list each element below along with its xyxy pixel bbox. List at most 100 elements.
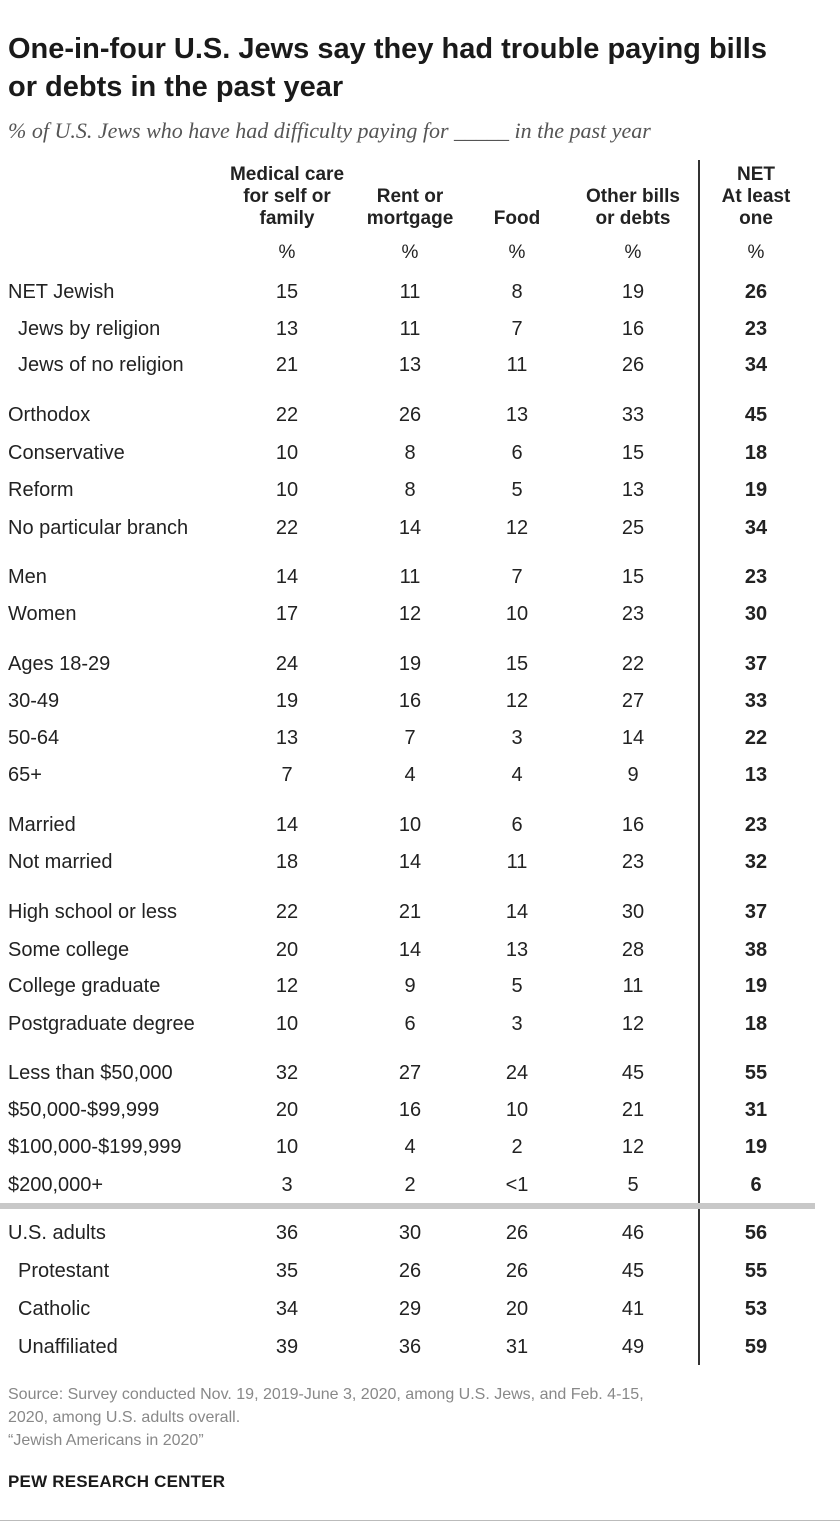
value-cell: 22 [275,901,299,923]
row-label: Less than $50,000 [8,1062,173,1084]
net-column-divider [698,160,700,1365]
source-line-1: Source: Survey conducted Nov. 19, 2019-J… [8,1386,644,1403]
value-cell: 10 [275,1136,299,1158]
value-cell: 26 [398,404,422,426]
value-cell: 26 [398,1260,422,1282]
value-cell: 16 [398,1099,422,1121]
value-cell: 12 [621,1136,645,1158]
value-cell: 6 [511,442,523,464]
row-label: Reform [8,479,74,501]
value-cell: 4 [404,1136,416,1158]
column-unit-4: % [624,242,642,263]
net-value-cell: 19 [744,479,768,501]
value-cell: 39 [275,1336,299,1358]
value-cell: 15 [621,442,645,464]
row-label: Jews of no religion [18,354,184,376]
value-cell: 20 [275,1099,299,1121]
source-line-3: “Jewish Americans in 2020” [8,1432,204,1449]
value-cell: 21 [398,901,422,923]
table-row: Some college 20 14 13 28 38 [0,936,840,966]
value-cell: 20 [275,939,299,961]
value-cell: 12 [621,1013,645,1035]
table-row: Jews of no religion 21 13 11 26 34 [0,351,840,381]
value-cell: 49 [621,1336,645,1358]
value-cell: 45 [621,1260,645,1282]
value-cell: 17 [275,603,299,625]
value-cell: 8 [404,442,416,464]
row-label: High school or less [8,901,177,923]
value-cell: 13 [621,479,645,501]
value-cell: 9 [404,975,416,997]
value-cell: 11 [399,318,421,340]
value-cell: 8 [511,281,523,303]
value-cell: 14 [398,939,422,961]
table-row: Not married 18 14 11 23 32 [0,848,840,878]
table-row: 50-64 13 7 3 14 22 [0,724,840,754]
column-header-1: Medical care for self or family [229,164,345,229]
net-value-cell: 33 [744,690,768,712]
table-row: 30-49 19 16 12 27 33 [0,687,840,717]
table-row: $50,000-$99,999 20 16 10 21 31 [0,1096,840,1126]
net-value-cell: 18 [744,1013,768,1035]
value-cell: 10 [275,442,299,464]
table-row: Postgraduate degree 10 6 3 12 18 [0,1010,840,1040]
group-separator [0,1203,815,1209]
row-label: Some college [8,939,130,961]
value-cell: 5 [511,479,523,501]
net-value-cell: 55 [744,1062,768,1084]
source-note: Source: Survey conducted Nov. 19, 2019-J… [8,1383,828,1452]
value-cell: 22 [275,404,299,426]
table-row: NET Jewish 15 11 8 19 26 [0,278,840,308]
value-cell: 23 [621,851,645,873]
net-value-cell: 13 [744,764,768,786]
value-cell: 5 [511,975,523,997]
value-cell: 11 [506,354,528,376]
net-value-cell: 19 [744,975,768,997]
value-cell: 3 [511,727,523,749]
value-cell: 24 [505,1062,529,1084]
column-unit-2: % [401,242,419,263]
net-value-cell: 19 [744,1136,768,1158]
row-label: College graduate [8,975,161,997]
table-row: Women 17 12 10 23 30 [0,600,840,630]
row-label: Jews by religion [18,318,161,340]
column-header-5: NET At least one [721,164,791,229]
net-value-cell: 23 [744,566,768,588]
value-cell: 26 [505,1222,529,1244]
value-cell: 26 [505,1260,529,1282]
value-cell: 28 [621,939,645,961]
net-value-cell: 34 [744,354,768,376]
value-cell: 33 [621,404,645,426]
value-cell: 21 [275,354,299,376]
row-label: Catholic [18,1298,91,1320]
value-cell: <1 [505,1174,529,1196]
column-header-3: Food [493,208,541,229]
table-row: Unaffiliated 39 36 31 49 59 [0,1333,840,1363]
value-cell: 12 [398,603,422,625]
source-line-2: 2020, among U.S. adults overall. [8,1409,241,1426]
net-value-cell: 38 [744,939,768,961]
column-header-2: Rent or mortgage [366,186,454,229]
value-cell: 14 [398,517,422,539]
table-row: Men 14 11 7 15 23 [0,563,840,593]
value-cell: 10 [398,814,422,836]
brand-logo-text: PEW RESEARCH CENTER [8,1472,226,1491]
value-cell: 36 [398,1336,422,1358]
value-cell: 2 [404,1174,416,1196]
value-cell: 22 [621,653,645,675]
value-cell: 25 [621,517,645,539]
value-cell: 36 [275,1222,299,1244]
table-row: Less than $50,000 32 27 24 45 55 [0,1059,840,1089]
chart-subtitle: % of U.S. Jews who have had difficulty p… [8,118,651,143]
table-row: Reform 10 8 5 13 19 [0,476,840,506]
value-cell: 35 [275,1260,299,1282]
net-value-cell: 56 [744,1222,768,1244]
value-cell: 10 [275,479,299,501]
value-cell: 32 [275,1062,299,1084]
value-cell: 31 [505,1336,529,1358]
value-cell: 7 [511,566,523,588]
value-cell: 30 [398,1222,422,1244]
row-label: Protestant [18,1260,110,1282]
value-cell: 14 [505,901,529,923]
value-cell: 4 [404,764,416,786]
